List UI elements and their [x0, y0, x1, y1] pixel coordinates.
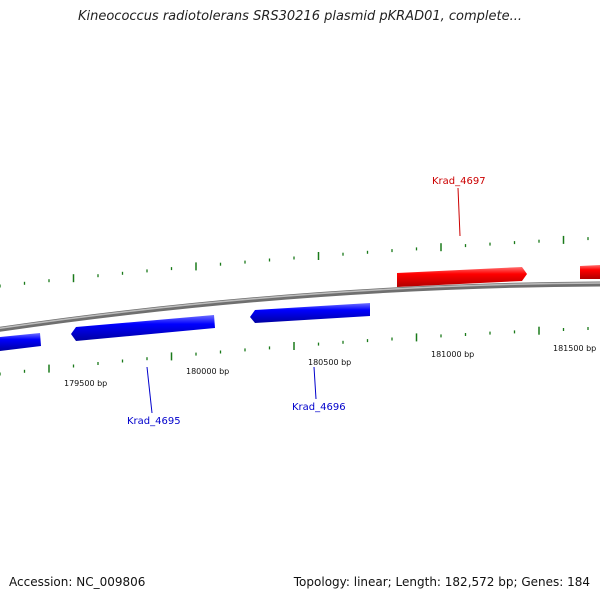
scale-label-181000: 181000 bp: [431, 350, 474, 359]
backbone-line: [0, 281, 600, 332]
gene-label-krad-4696[interactable]: Krad_4696: [292, 402, 346, 413]
gene-arrow-left-partial[interactable]: [0, 333, 41, 351]
reverse-genes: [0, 303, 370, 351]
scale-label-181500: 181500 bp: [553, 344, 596, 353]
leader-line-krad-4696: [313, 366, 317, 400]
gene-label-krad-4697[interactable]: Krad_4697: [432, 176, 486, 187]
scale-label-180000: 180000 bp: [186, 367, 229, 376]
gene-label-krad-4695[interactable]: Krad_4695: [127, 416, 181, 427]
accession-text: Accession: NC_009806: [9, 575, 146, 589]
map-title: Kineococcus radiotolerans SRS30216 plasm…: [77, 9, 523, 24]
forward-genes: [397, 265, 600, 287]
backbone-highlight: [0, 282, 600, 330]
outer-tick-ring: [0, 235, 589, 288]
scale-label-179500: 179500 bp: [64, 379, 107, 388]
gene-arrow-krad-4697[interactable]: [397, 267, 527, 287]
inner-tick-ring: [0, 326, 589, 376]
leader-line-krad-4695: [146, 366, 153, 414]
leader-line-krad-4697: [457, 187, 461, 237]
gene-arrow-next[interactable]: [580, 265, 600, 279]
summary-text: Topology: linear; Length: 182,572 bp; Ge…: [293, 575, 590, 589]
scale-label-180500: 180500 bp: [308, 358, 351, 367]
gene-arrow-krad-4695[interactable]: [71, 315, 215, 341]
gene-arrow-krad-4696[interactable]: [250, 303, 370, 323]
